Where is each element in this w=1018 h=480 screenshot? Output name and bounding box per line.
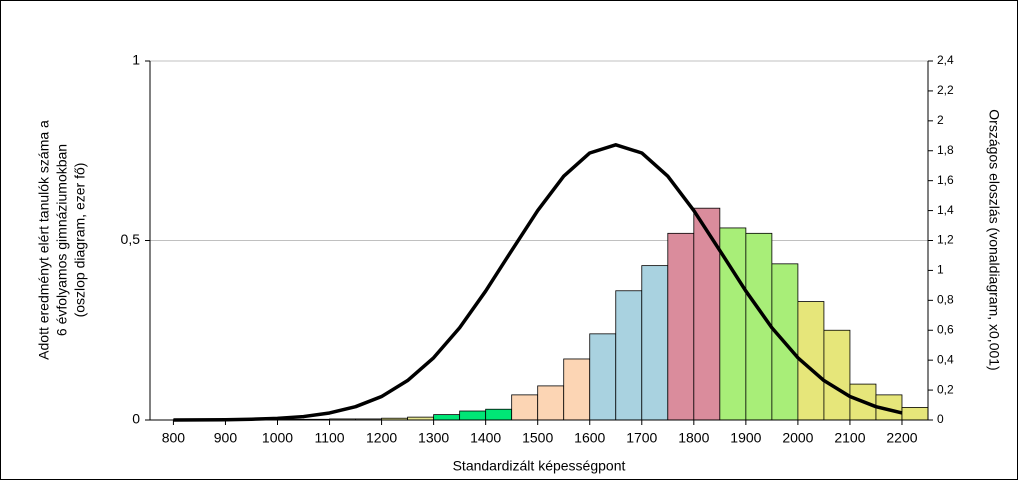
y-tick-label: 0	[132, 411, 140, 427]
x-tick-label: 2100	[834, 430, 865, 446]
bar	[485, 408, 513, 421]
x-tick-label: 2200	[886, 430, 917, 446]
y2-tick-label: 0,8	[937, 293, 954, 307]
y2-tick-label: 0	[937, 412, 944, 426]
y2-axis-title: Országos eloszlás (vonaldiagram, x0,001)	[986, 109, 1002, 370]
bar	[537, 385, 565, 421]
x-tick-label: 900	[214, 430, 238, 446]
bar	[511, 394, 539, 421]
x-tick-label: 1700	[626, 430, 657, 446]
bar	[641, 265, 669, 421]
x-tick-label: 1400	[470, 430, 501, 446]
x-tick-label: 1900	[730, 430, 761, 446]
y2-tick-label: 1,4	[937, 203, 954, 217]
x-tick-label: 1300	[418, 430, 449, 446]
x-axis-title: Standardizált képességpont	[453, 458, 626, 474]
y2-tick-label: 2	[937, 113, 944, 127]
y-tick-label: 1	[132, 52, 140, 68]
y-axis-title: Adott eredményt elért tanulók száma a	[36, 120, 52, 360]
y2-tick-label: 2,4	[937, 53, 954, 67]
bar	[901, 407, 929, 421]
y-axis-title: (oszlop diagram, ezer fő)	[72, 163, 88, 318]
line	[173, 143, 903, 422]
y2-tick-label: 0,2	[937, 382, 954, 396]
x-tick-label: 1800	[678, 430, 709, 446]
y2-tick-label: 0,6	[937, 322, 954, 336]
bar	[433, 414, 461, 421]
y2-tick-label: 1,8	[937, 143, 954, 157]
bar	[615, 290, 643, 421]
bar	[667, 232, 695, 421]
bar	[693, 207, 721, 421]
x-tick-label: 1100	[314, 430, 344, 446]
bar	[563, 358, 591, 421]
y-axis-title: 6 évfolyamos gimnáziumokban	[54, 144, 70, 336]
bar	[589, 333, 617, 421]
y2-tick-label: 2,2	[937, 83, 954, 97]
x-tick-label: 1500	[522, 430, 553, 446]
x-tick-label: 1000	[262, 430, 293, 446]
y2-tick-label: 1,6	[937, 173, 954, 187]
x-tick-label: 800	[162, 430, 186, 446]
bar	[823, 329, 851, 421]
bar	[459, 410, 487, 421]
x-tick-label: 2000	[782, 430, 813, 446]
y-tick-label: 0,5	[121, 231, 141, 247]
bar	[771, 263, 799, 421]
y2-tick-label: 1,2	[937, 233, 954, 247]
x-tick-label: 1600	[574, 430, 605, 446]
y2-tick-label: 0,4	[937, 352, 954, 366]
bar	[745, 232, 773, 421]
y2-tick-label: 1	[937, 263, 944, 277]
x-tick-label: 1200	[366, 430, 397, 446]
